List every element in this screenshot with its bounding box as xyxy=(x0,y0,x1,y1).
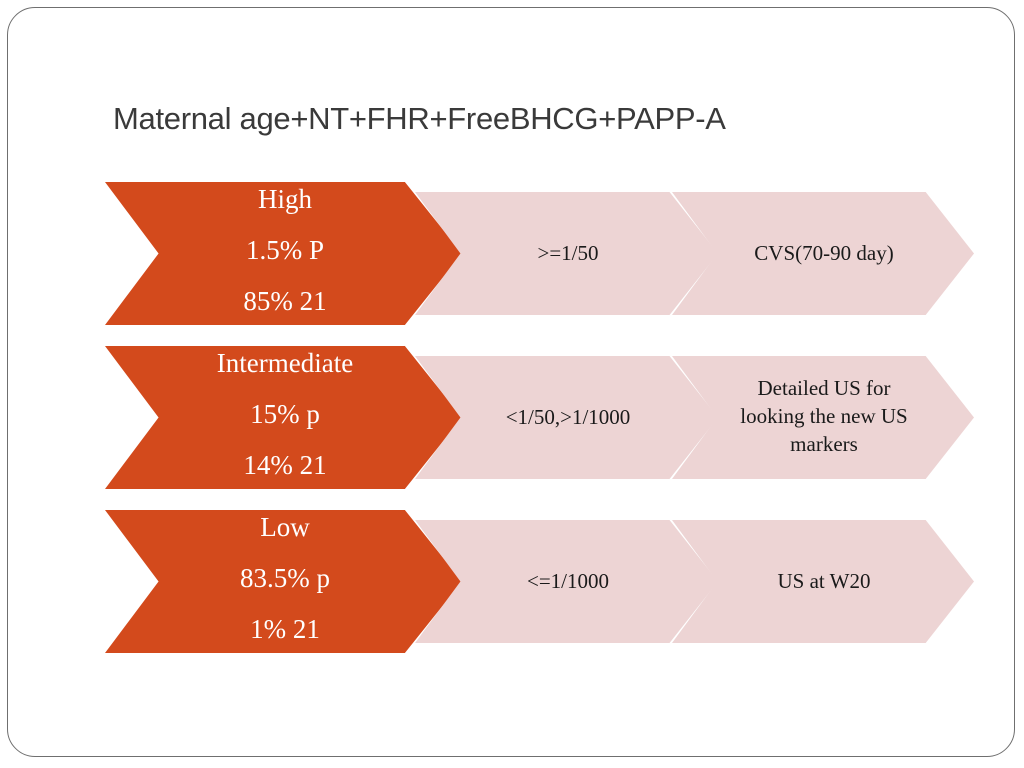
risk-high-label: High xyxy=(258,184,312,214)
risk-intermediate-percent: 15% p xyxy=(250,399,320,429)
risk-high-percent: 1.5% P xyxy=(245,235,324,265)
risk-intermediate-detection: 14% 21 xyxy=(243,450,327,480)
risk-high-detection: 85% 21 xyxy=(243,286,327,316)
risk-high-threshold: >=1/50 xyxy=(537,241,599,265)
risk-low-threshold-chevron xyxy=(415,520,718,643)
risk-high-threshold-chevron xyxy=(415,192,718,315)
risk-low-action: US at W20 xyxy=(777,569,871,593)
risk-low-percent: 83.5% p xyxy=(240,563,330,593)
risk-high-action: CVS(70-90 day) xyxy=(754,241,894,265)
risk-low-detection: 1% 21 xyxy=(250,614,320,644)
risk-intermediate-threshold-chevron xyxy=(415,356,718,479)
risk-high-chevron xyxy=(105,182,462,325)
risk-high-action-chevron xyxy=(672,192,974,315)
risk-intermediate-action-chevron xyxy=(672,356,974,479)
risk-intermediate-action: Detailed US for looking the new US marke… xyxy=(740,376,908,456)
risk-intermediate-chevron xyxy=(105,346,462,489)
slide-title: Maternal age+NT+FHR+FreeBHCG+PAPP-A xyxy=(113,101,726,136)
risk-intermediate-label: Intermediate xyxy=(216,348,354,378)
risk-low-chevron xyxy=(105,510,462,653)
risk-low-action-chevron xyxy=(672,520,974,643)
risk-intermediate-threshold: <1/50,>1/1000 xyxy=(505,405,631,429)
risk-low-threshold: <=1/1000 xyxy=(526,569,610,593)
risk-low-label: Low xyxy=(260,512,310,542)
